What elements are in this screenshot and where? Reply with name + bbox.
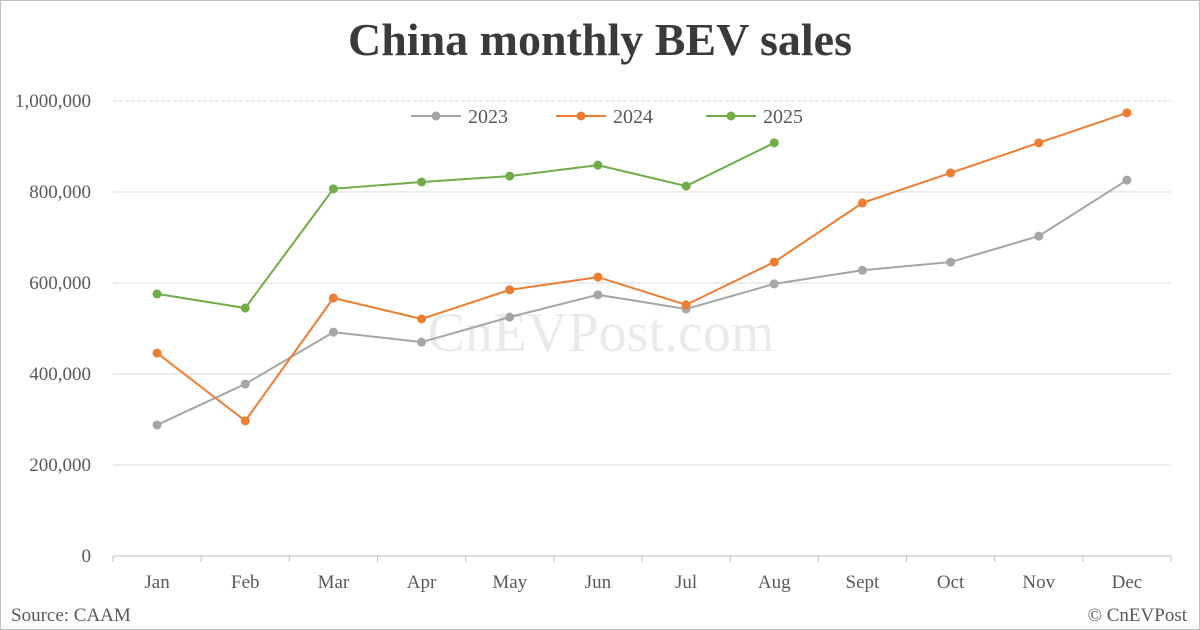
x-tick-label: Jul bbox=[675, 572, 697, 593]
data-point-2024-Feb bbox=[240, 416, 250, 426]
chart-title: China monthly BEV sales bbox=[347, 14, 852, 65]
y-tick-label: 200,000 bbox=[29, 455, 91, 476]
data-point-2024-Apr bbox=[417, 314, 427, 324]
data-point-2024-Dec bbox=[1122, 108, 1132, 118]
x-tick-label: May bbox=[492, 572, 527, 593]
data-point-2024-Mar bbox=[328, 293, 338, 303]
data-point-2024-May bbox=[505, 285, 515, 295]
data-point-2024-Jun bbox=[593, 272, 603, 282]
data-point-2024-Sept bbox=[857, 198, 867, 208]
data-point-2023-Nov bbox=[1034, 231, 1044, 241]
series-line-2024 bbox=[156, 111, 1128, 423]
data-point-2024-Oct bbox=[946, 168, 956, 178]
x-tick-label: Sept bbox=[846, 572, 881, 593]
data-point-2024-Nov bbox=[1034, 138, 1044, 148]
x-tick-label: Jan bbox=[144, 572, 170, 593]
source-note: Source: CAAM bbox=[11, 605, 131, 626]
data-point-2023-Mar bbox=[328, 327, 338, 337]
data-point-2025-Jul bbox=[681, 181, 691, 191]
y-tick-label: 1,000,000 bbox=[15, 91, 91, 112]
y-tick-label: 0 bbox=[82, 546, 92, 567]
data-point-2023-Feb bbox=[240, 379, 250, 389]
x-tick-label: Apr bbox=[407, 572, 437, 593]
data-point-2023-Sept bbox=[857, 265, 867, 275]
data-point-2023-Aug bbox=[769, 279, 779, 289]
data-point-2025-Mar bbox=[328, 184, 338, 194]
data-point-2023-Oct bbox=[946, 257, 956, 267]
data-point-2024-Jul bbox=[681, 300, 691, 310]
data-point-2023-Jan bbox=[152, 420, 162, 430]
y-tick-label: 400,000 bbox=[29, 364, 91, 385]
data-point-2024-Aug bbox=[769, 257, 779, 267]
data-point-2025-Apr bbox=[417, 177, 427, 187]
watermark: CnEVPost.com bbox=[428, 302, 775, 364]
series-line-2025 bbox=[156, 141, 775, 310]
data-point-2024-Jan bbox=[152, 348, 162, 358]
data-point-2025-Jan bbox=[152, 289, 162, 299]
data-point-2023-May bbox=[505, 312, 515, 322]
x-tick-label: Oct bbox=[937, 572, 965, 593]
y-tick-label: 800,000 bbox=[29, 182, 91, 203]
data-point-2025-Jun bbox=[593, 160, 603, 170]
data-point-2023-Apr bbox=[417, 337, 427, 347]
x-tick-label: Aug bbox=[758, 572, 791, 593]
x-tick-label: Dec bbox=[1112, 572, 1143, 593]
x-tick-label: Nov bbox=[1022, 572, 1055, 593]
data-point-2023-Dec bbox=[1122, 175, 1132, 185]
data-point-2025-Aug bbox=[769, 138, 779, 148]
legend-marker-2024 bbox=[576, 111, 586, 121]
copyright-note: © CnEVPost bbox=[1087, 605, 1187, 626]
legend-marker-2023 bbox=[431, 111, 441, 121]
x-tick-label: Feb bbox=[231, 572, 260, 593]
legend-label-2024: 2024 bbox=[613, 106, 653, 128]
series-line-2023 bbox=[156, 179, 1128, 426]
x-tick-label: Jun bbox=[585, 572, 612, 593]
data-point-2025-May bbox=[505, 171, 515, 181]
legend-marker-2025 bbox=[726, 111, 736, 121]
data-point-2025-Feb bbox=[240, 303, 250, 313]
data-point-2023-Jun bbox=[593, 290, 603, 300]
legend-label-2023: 2023 bbox=[468, 106, 508, 128]
y-tick-label: 600,000 bbox=[29, 273, 91, 294]
x-tick-label: Mar bbox=[318, 572, 350, 593]
legend-label-2025: 2025 bbox=[763, 106, 803, 128]
